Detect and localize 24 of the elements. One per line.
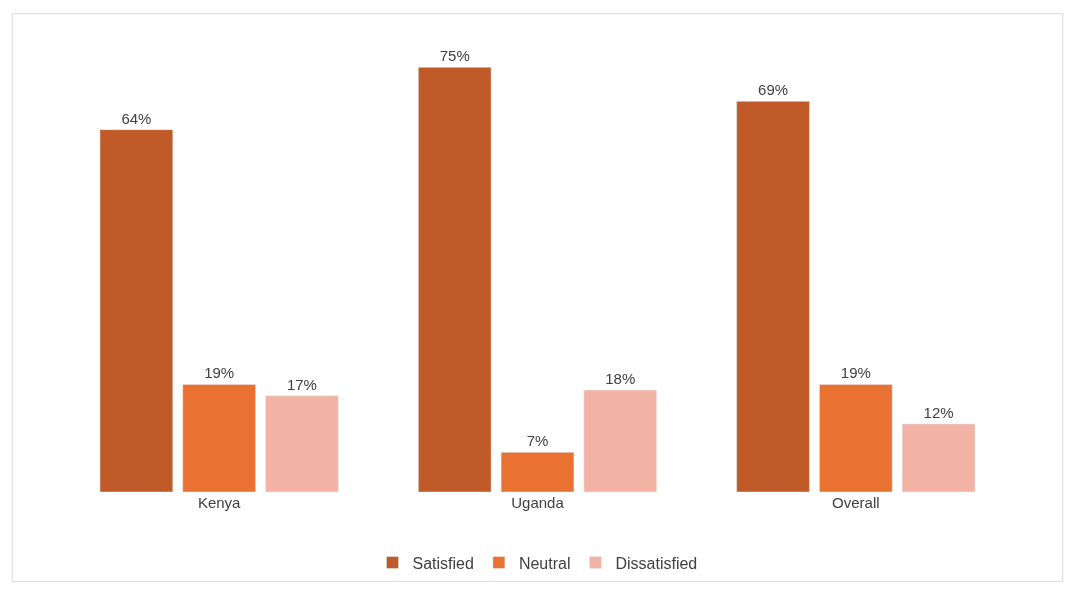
x-tick-label: Kenya	[197, 494, 242, 511]
data-label: 12%	[923, 404, 954, 422]
legend-label: Neutral	[518, 554, 571, 572]
x-tick-label: Uganda	[511, 494, 565, 511]
legend-label: Dissatisfied	[615, 554, 698, 572]
legend-label: Satisfied	[412, 554, 474, 572]
data-label: 7%	[526, 432, 549, 450]
bar	[418, 67, 492, 492]
bar	[500, 452, 575, 492]
data-label: 19%	[204, 364, 235, 382]
x-tick-label: Overall	[832, 494, 880, 511]
data-label: 18%	[605, 370, 636, 388]
bar	[182, 384, 256, 492]
bar	[736, 101, 810, 492]
bar	[901, 423, 976, 492]
data-label: 17%	[286, 375, 317, 393]
bar	[99, 129, 174, 492]
data-label: 19%	[840, 364, 871, 382]
data-label: 75%	[439, 47, 470, 65]
bar	[819, 384, 893, 492]
bar	[265, 395, 339, 492]
bar	[583, 389, 657, 492]
data-label: 64%	[121, 109, 152, 127]
data-label: 69%	[758, 81, 789, 99]
